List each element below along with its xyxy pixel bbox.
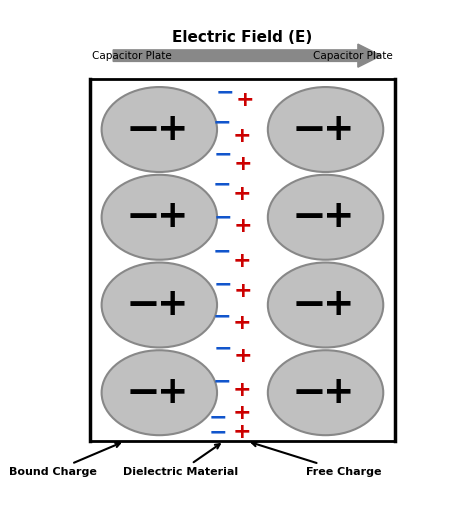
Text: −: − bbox=[292, 196, 327, 238]
Text: −: − bbox=[212, 371, 231, 391]
Text: +: + bbox=[323, 199, 354, 235]
Text: −: − bbox=[209, 423, 228, 443]
Ellipse shape bbox=[268, 263, 383, 347]
Text: −: − bbox=[214, 207, 232, 227]
Text: −: − bbox=[214, 339, 232, 359]
Text: −: − bbox=[212, 175, 231, 195]
Text: +: + bbox=[323, 111, 354, 148]
Text: +: + bbox=[233, 346, 252, 366]
Ellipse shape bbox=[268, 175, 383, 260]
Bar bbox=[90, 78, 395, 441]
Text: −: − bbox=[212, 112, 231, 132]
Text: +: + bbox=[323, 374, 354, 411]
Text: −: − bbox=[214, 145, 232, 165]
Text: −: − bbox=[125, 372, 160, 413]
FancyArrow shape bbox=[113, 44, 381, 67]
Ellipse shape bbox=[268, 87, 383, 172]
Text: Electric Field (E): Electric Field (E) bbox=[173, 30, 312, 45]
Text: −: − bbox=[212, 307, 231, 327]
Text: +: + bbox=[232, 251, 251, 271]
Text: +: + bbox=[233, 216, 252, 236]
Text: +: + bbox=[233, 281, 252, 301]
Text: +: + bbox=[232, 313, 251, 333]
Text: +: + bbox=[156, 374, 188, 411]
Text: +: + bbox=[232, 126, 251, 146]
Text: −: − bbox=[209, 407, 228, 427]
Ellipse shape bbox=[101, 350, 217, 435]
Text: Capacitor Plate: Capacitor Plate bbox=[313, 51, 392, 61]
Text: −: − bbox=[125, 284, 160, 326]
Text: −: − bbox=[212, 242, 231, 262]
Text: −: − bbox=[125, 109, 160, 150]
Text: +: + bbox=[156, 199, 188, 235]
Text: −: − bbox=[292, 284, 327, 326]
Text: +: + bbox=[236, 89, 254, 109]
Text: −: − bbox=[292, 372, 327, 413]
Text: Capacitor Plate: Capacitor Plate bbox=[92, 51, 172, 61]
Text: Dielectric Material: Dielectric Material bbox=[123, 444, 237, 477]
Text: Bound Charge: Bound Charge bbox=[9, 443, 120, 477]
Text: +: + bbox=[233, 154, 252, 174]
Text: +: + bbox=[232, 404, 251, 424]
Text: +: + bbox=[156, 287, 188, 323]
Text: +: + bbox=[232, 381, 251, 401]
Text: +: + bbox=[232, 184, 251, 204]
Ellipse shape bbox=[268, 350, 383, 435]
Text: −: − bbox=[125, 196, 160, 238]
Text: +: + bbox=[323, 287, 354, 323]
Text: +: + bbox=[232, 422, 251, 442]
Text: Free Charge: Free Charge bbox=[252, 442, 382, 477]
Ellipse shape bbox=[101, 87, 217, 172]
Text: −: − bbox=[216, 83, 234, 103]
Text: −: − bbox=[214, 274, 232, 294]
Text: +: + bbox=[156, 111, 188, 148]
Ellipse shape bbox=[101, 175, 217, 260]
Text: −: − bbox=[292, 109, 327, 150]
Ellipse shape bbox=[101, 263, 217, 347]
